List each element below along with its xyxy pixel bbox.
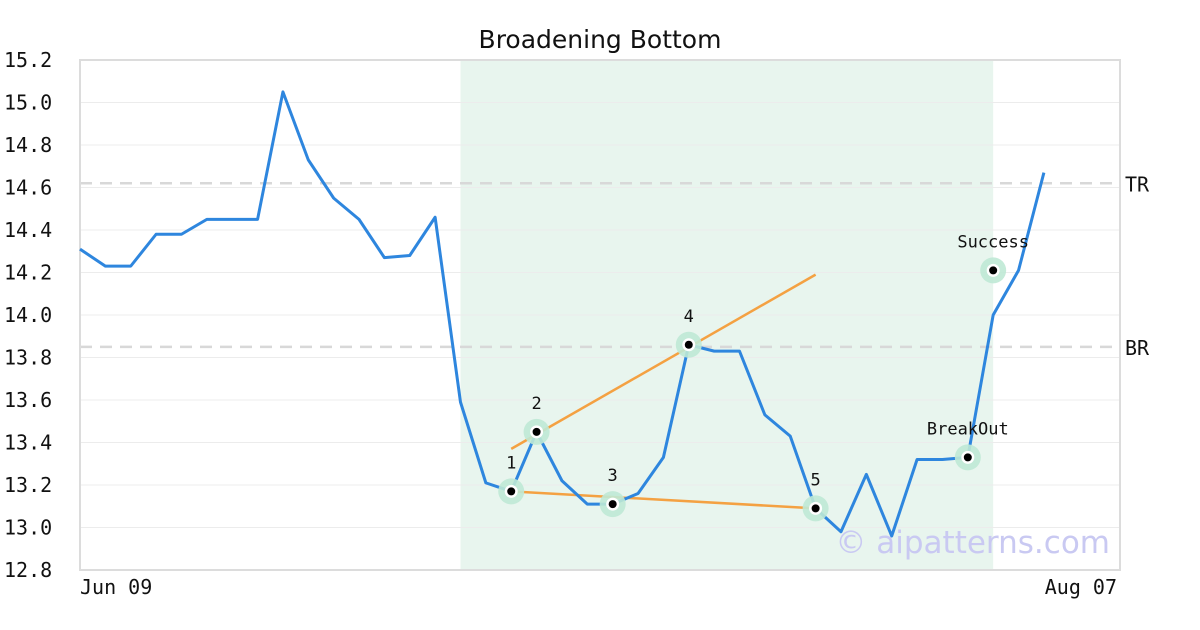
point-label-5: 5 (810, 470, 820, 490)
point-label-2: 2 (531, 394, 541, 414)
y-tick-label: 13.8 (4, 346, 52, 370)
y-tick-label: 15.2 (4, 48, 52, 72)
series-layer (79, 90, 1046, 538)
y-tick-label: 14.0 (4, 303, 52, 327)
point-marker-4 (684, 340, 693, 349)
trend-line-2 (511, 490, 816, 510)
point-marker-3 (608, 500, 617, 509)
y-tick-label: 13.2 (4, 473, 52, 497)
chart-title: Broadening Bottom (479, 25, 722, 54)
x-tick-label-last: Aug 07 (1045, 575, 1117, 599)
x-tick-label-first: Jun 09 (80, 575, 152, 599)
point-marker-breakout (963, 453, 972, 462)
watermark: © aipatterns.com (835, 525, 1110, 561)
point-marker-success (989, 266, 998, 275)
y-tick-label: 14.4 (4, 218, 52, 242)
grid-layer (80, 59, 1120, 571)
reference-lines-layer: TR BR (80, 172, 1150, 360)
y-tick-label: 15.0 (4, 91, 52, 115)
point-label-4: 4 (684, 307, 694, 327)
price-series-line (79, 90, 1046, 538)
point-label-breakout: BreakOut (927, 419, 1009, 439)
y-tick-label: 14.2 (4, 261, 52, 285)
point-label-1: 1 (506, 453, 516, 473)
y-tick-label: 14.8 (4, 133, 52, 157)
point-label-success: Success (957, 232, 1029, 252)
y-tick-label: 12.8 (4, 558, 52, 582)
point-marker-2 (532, 427, 541, 436)
trend-lines-layer (510, 273, 817, 510)
trend-line-1 (510, 273, 817, 450)
y-tick-label: 13.6 (4, 388, 52, 412)
y-tick-label: 13.4 (4, 431, 52, 455)
point-marker-1 (507, 487, 516, 496)
plot-frame (79, 59, 1121, 571)
point-label-3: 3 (608, 466, 618, 486)
point-marker-5 (811, 504, 820, 513)
reference-label-br: BR (1125, 336, 1150, 360)
y-tick-label: 13.0 (4, 516, 52, 540)
y-tick-label: 14.6 (4, 176, 52, 200)
reference-label-tr: TR (1125, 172, 1150, 196)
y-axis-ticks: 12.8 13.0 13.2 13.4 13.6 13.8 14.0 14.2 14.4 14.6… (4, 48, 52, 582)
pattern-points-layer: 1 2 3 4 5 BreakOut Success (498, 232, 1029, 522)
